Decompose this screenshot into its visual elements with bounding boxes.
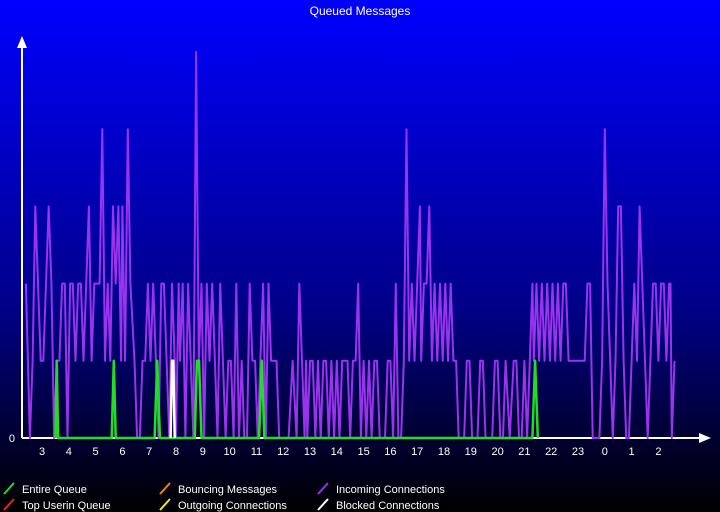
legend-label: Outgoing Connections [178, 500, 287, 512]
x-tick-label: 2 [655, 446, 661, 458]
legend-swatch [159, 482, 171, 495]
x-tick-label: 4 [66, 446, 72, 458]
x-axis-arrow-icon [699, 433, 711, 443]
x-tick-label: 7 [146, 446, 152, 458]
x-tick-group: 3 4 5 6 7 8 9 10 11 12 13 14 15 16 17 18 19 20 21 22 23 0 1 2 [39, 446, 662, 458]
legend-label: Incoming Connections [336, 484, 445, 496]
legend: Entire Queue Top Userin Queue Bouncing M… [3, 482, 445, 512]
chart-title: Queued Messages [310, 4, 411, 18]
x-tick-label: 8 [173, 446, 179, 458]
legend-swatch [317, 498, 329, 511]
x-tick-label: 14 [331, 446, 343, 458]
legend-label: Blocked Connections [336, 500, 440, 512]
legend-item-outgoing-connections: Outgoing Connections [159, 498, 287, 512]
series-line-incoming-connections [24, 51, 676, 439]
x-tick-label: 3 [39, 446, 45, 458]
y-tick-label: 0 [9, 433, 15, 445]
x-tick-label: 12 [277, 446, 289, 458]
x-tick-label: 11 [251, 446, 262, 458]
legend-swatch [317, 482, 329, 495]
x-tick-label: 15 [357, 446, 369, 458]
series-line-entire-queue [54, 359, 540, 440]
series-line-blocked-connections [169, 359, 176, 439]
series-group [24, 51, 676, 440]
x-tick-label: 18 [438, 446, 450, 458]
y-axis-arrow-icon [17, 36, 27, 48]
x-tick-label: 17 [411, 446, 423, 458]
x-tick-label: 22 [545, 446, 557, 458]
x-tick-label: 19 [465, 446, 477, 458]
x-tick-label: 20 [491, 446, 503, 458]
x-tick-label: 21 [518, 446, 530, 458]
legend-item-blocked-connections: Blocked Connections [317, 498, 440, 512]
legend-swatch [3, 482, 15, 495]
x-tick-label: 13 [304, 446, 316, 458]
legend-item-entire-queue: Entire Queue [3, 482, 87, 496]
legend-item-incoming-connections: Incoming Connections [317, 482, 445, 496]
x-tick-label: 23 [572, 446, 584, 458]
legend-item-top-userin-queue: Top Userin Queue [3, 498, 111, 512]
x-tick-label: 16 [384, 446, 396, 458]
legend-label: Bouncing Messages [178, 484, 278, 496]
x-tick-label: 10 [223, 446, 235, 458]
legend-label: Top Userin Queue [22, 500, 111, 512]
legend-swatch [159, 498, 171, 511]
x-tick-label: 5 [93, 446, 99, 458]
x-tick-label: 1 [629, 446, 635, 458]
x-tick-label: 6 [119, 446, 125, 458]
x-tick-label: 0 [602, 446, 608, 458]
legend-swatch [3, 498, 15, 511]
x-tick-label: 9 [200, 446, 206, 458]
legend-item-bouncing-messages: Bouncing Messages [159, 482, 278, 496]
legend-label: Entire Queue [22, 484, 87, 496]
